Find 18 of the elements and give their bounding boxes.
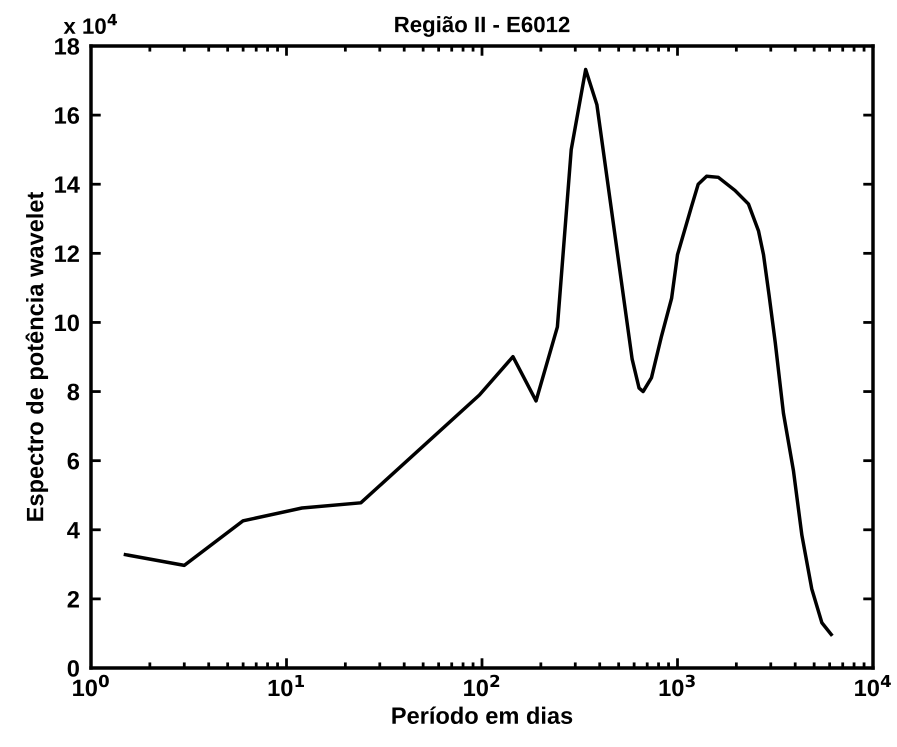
x-axis-title: Período em dias	[392, 706, 572, 724]
y-tick-label: 8	[68, 384, 80, 400]
text: x 10$^{4}$	[64, 14, 118, 34]
y-tick-label: 14	[55, 176, 80, 193]
y-tick-label: 18	[55, 38, 80, 55]
y-tick-label: 16	[55, 107, 80, 124]
y-axis-title: Espectro de potência wavelet	[26, 192, 48, 521]
y-tick-label: 4	[67, 522, 80, 538]
x-tick-label: 10$^{3}$	[660, 674, 695, 696]
y-tick-label: 12	[55, 245, 79, 262]
y-tick-label: 6	[68, 452, 80, 470]
y-tick-label: 10	[55, 314, 79, 332]
x-tick-label: 10$^{1}$	[268, 674, 304, 696]
y-tick-label: 2	[68, 590, 79, 608]
chart-title: Região II - E6012	[395, 16, 570, 37]
x-tick-label: 10$^{2}$	[464, 674, 500, 696]
y-tick-label: 0	[68, 660, 79, 677]
x-tick-label: 10$^{4}$	[855, 674, 891, 696]
